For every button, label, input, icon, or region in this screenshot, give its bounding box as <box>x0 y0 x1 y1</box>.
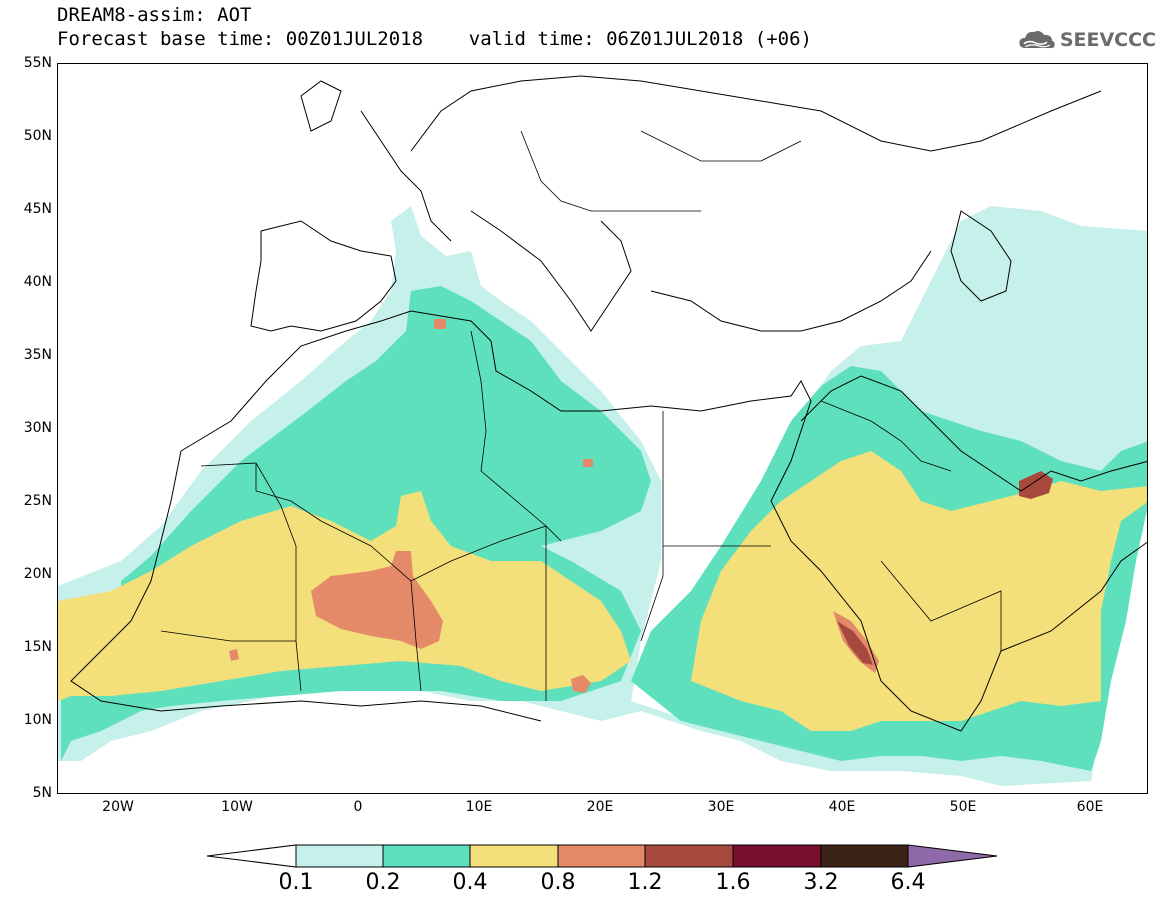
colorbar-label: 1.2 <box>627 870 663 895</box>
colorbar-segment <box>820 844 909 868</box>
colorbar-arrow-left <box>206 844 297 868</box>
x-tick-label: 20E <box>586 799 614 815</box>
colorbar-label: 0.2 <box>365 870 401 895</box>
colorbar-segment <box>469 844 559 868</box>
coastlines <box>70 75 1147 732</box>
colorbar-label: 0.8 <box>540 870 576 895</box>
colorbar-segment <box>732 844 822 868</box>
y-tick-label: 20N <box>23 566 52 582</box>
seevccc-logo: SEEVCCC <box>1018 23 1156 57</box>
colorbar-label: 0.1 <box>278 870 314 895</box>
y-tick-label: 25N <box>23 493 52 509</box>
colorbar-label: 0.4 <box>452 870 488 895</box>
y-tick-label: 55N <box>23 55 52 71</box>
colorbar-label: 1.6 <box>715 870 751 895</box>
colorbar-label: 6.4 <box>890 870 926 895</box>
colorbar-segment <box>644 844 734 868</box>
y-tick-label: 10N <box>23 712 52 728</box>
x-tick-label: 50E <box>949 799 977 815</box>
x-tick-label: 40E <box>828 799 856 815</box>
map-title: DREAM8-assim: AOT <box>57 4 252 26</box>
aot-contour-1.2 <box>837 471 1053 665</box>
x-tick-label: 20W <box>102 799 134 815</box>
colorbar-segment <box>382 844 471 868</box>
x-tick-label: 30E <box>707 799 735 815</box>
colorbar-segment <box>295 844 384 868</box>
cloud-icon <box>1019 31 1055 49</box>
y-tick-label: 30N <box>23 420 52 436</box>
y-tick-label: 40N <box>23 274 52 290</box>
colorbar-label: 3.2 <box>803 870 839 895</box>
y-tick-label: 50N <box>23 128 52 144</box>
x-tick-label: 10W <box>221 799 253 815</box>
logo-text: SEEVCCC <box>1059 29 1156 51</box>
colorbar-segment <box>557 844 646 868</box>
y-tick-label: 45N <box>23 201 52 217</box>
y-tick-label: 5N <box>32 785 52 801</box>
colorbar-arrow-right <box>907 844 998 868</box>
y-tick-label: 35N <box>23 347 52 363</box>
x-tick-label: 0 <box>353 799 363 815</box>
x-tick-label: 60E <box>1076 799 1104 815</box>
y-tick-label: 15N <box>23 639 52 655</box>
x-tick-label: 10E <box>465 799 493 815</box>
country-borders <box>160 130 1002 701</box>
forecast-time-line: Forecast base time: 00Z01JUL2018 valid t… <box>57 28 812 50</box>
aot-map <box>57 63 1148 794</box>
